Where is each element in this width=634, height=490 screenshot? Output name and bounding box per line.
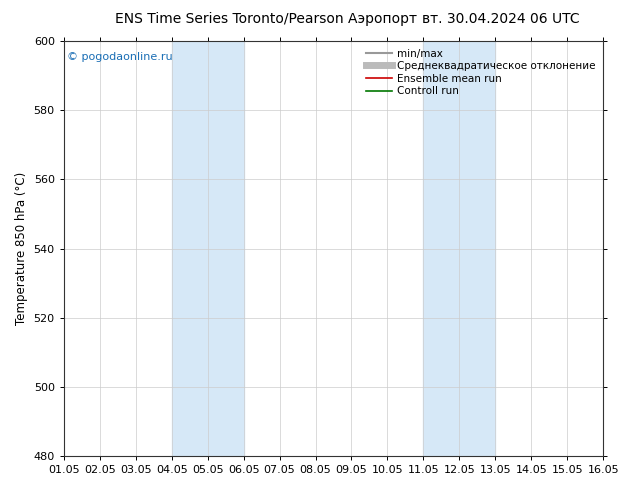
Text: © pogodaonline.ru: © pogodaonline.ru bbox=[67, 51, 172, 62]
Text: вт. 30.04.2024 06 UTC: вт. 30.04.2024 06 UTC bbox=[422, 12, 579, 26]
Legend: min/max, Среднеквадратическое отклонение, Ensemble mean run, Controll run: min/max, Среднеквадратическое отклонение… bbox=[364, 47, 598, 98]
Text: ENS Time Series Toronto/Pearson Аэропорт: ENS Time Series Toronto/Pearson Аэропорт bbox=[115, 12, 417, 26]
Y-axis label: Temperature 850 hPa (°С): Temperature 850 hPa (°С) bbox=[15, 172, 28, 325]
Bar bbox=[424, 41, 495, 456]
Bar bbox=[172, 41, 243, 456]
